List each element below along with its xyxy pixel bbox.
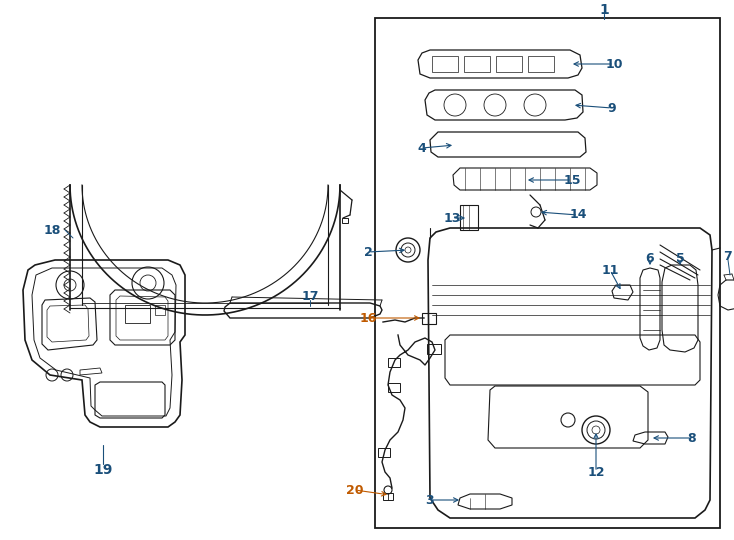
Text: 17: 17 xyxy=(301,289,319,302)
Bar xyxy=(388,358,400,367)
Bar xyxy=(464,56,490,72)
Text: 15: 15 xyxy=(563,173,581,186)
Bar xyxy=(432,56,458,72)
Bar xyxy=(422,313,436,324)
Text: 3: 3 xyxy=(426,494,435,507)
Bar xyxy=(155,305,165,315)
Text: 7: 7 xyxy=(724,249,733,262)
Text: 16: 16 xyxy=(360,312,377,325)
Text: 1: 1 xyxy=(599,3,609,17)
Text: 4: 4 xyxy=(418,141,426,154)
Text: 11: 11 xyxy=(601,264,619,276)
Bar xyxy=(427,344,441,354)
Text: 5: 5 xyxy=(675,252,684,265)
Bar xyxy=(342,218,348,223)
Text: 14: 14 xyxy=(570,208,586,221)
Bar xyxy=(460,205,478,230)
Text: 10: 10 xyxy=(606,57,622,71)
Bar xyxy=(496,56,522,72)
Bar xyxy=(383,493,393,500)
Bar xyxy=(528,56,554,72)
Text: 20: 20 xyxy=(346,483,364,496)
Bar xyxy=(378,448,390,457)
Text: 6: 6 xyxy=(646,252,654,265)
Bar xyxy=(375,18,720,528)
Text: 9: 9 xyxy=(608,102,617,114)
Text: 19: 19 xyxy=(93,463,113,477)
Text: 18: 18 xyxy=(43,224,61,237)
Text: 2: 2 xyxy=(363,246,372,259)
Bar xyxy=(125,305,150,323)
Bar xyxy=(388,383,400,392)
Text: 13: 13 xyxy=(443,212,461,225)
Text: 8: 8 xyxy=(688,431,697,444)
Text: 12: 12 xyxy=(587,465,605,478)
